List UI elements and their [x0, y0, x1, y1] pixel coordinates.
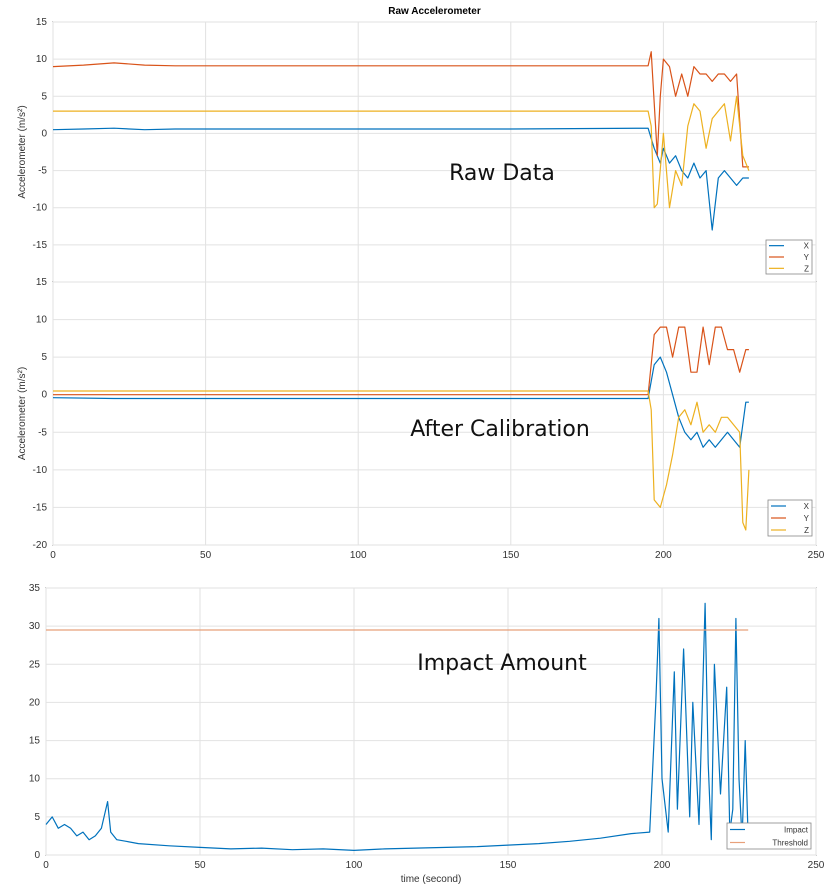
x-tick-label: 0: [50, 550, 56, 561]
legend: Impact Threshold: [726, 822, 812, 850]
legend-label-z: Z: [804, 264, 809, 273]
y-tick-label: -10: [33, 203, 48, 214]
y-tick-label: 10: [36, 54, 48, 65]
x-tick-label: 150: [500, 860, 517, 871]
chart-annotation: Raw Data: [449, 161, 555, 186]
x-tick-label: 250: [808, 550, 825, 561]
legend-box: [726, 822, 812, 850]
y-tick-label: -20: [33, 540, 48, 551]
chart-annotation: After Calibration: [410, 417, 590, 442]
y-tick-label: -5: [38, 166, 47, 177]
plot-area: [52, 281, 817, 546]
y-tick-label: 0: [34, 850, 40, 861]
y-tick-label: -15: [33, 240, 48, 251]
chart-title: Raw Accelerometer: [388, 6, 481, 17]
x-tick-label: 50: [200, 550, 212, 561]
series-line-x: [52, 356, 749, 448]
legend: XYZ: [765, 239, 813, 275]
x-tick-label: 0: [43, 860, 49, 871]
series-line-impact: [45, 602, 749, 852]
y-tick-label: 15: [29, 736, 41, 747]
y-tick-label: 15: [36, 277, 48, 288]
chart-annotation: Impact Amount: [417, 651, 587, 676]
x-tick-label: 250: [808, 860, 825, 871]
series-line-z: [53, 390, 750, 531]
x-tick-label: 150: [502, 550, 519, 561]
y-tick-label: 0: [41, 128, 47, 139]
legend-label-impact: Impact: [784, 826, 809, 835]
y-tick-label: 10: [36, 315, 48, 326]
legend-label-x: X: [804, 502, 810, 511]
x-tick-label: 200: [654, 860, 671, 871]
y-tick-label: 35: [29, 583, 41, 594]
series-line-y: [53, 326, 749, 396]
series-line-y: [52, 51, 749, 168]
legend-label-z: Z: [804, 526, 809, 535]
x-tick-label: 100: [346, 860, 363, 871]
chart-panel-3: 0 5 10 15 20 25 30 35 0 50 100 150 200 250 time (secon…: [29, 583, 825, 885]
legend-label-y: Y: [804, 514, 810, 523]
y-tick-label: 25: [29, 659, 41, 670]
x-tick-label: 200: [655, 550, 672, 561]
y-axis-label: Accelerometer (m/s²): [17, 105, 28, 198]
plot-area: [52, 21, 817, 283]
y-tick-label: 20: [29, 697, 41, 708]
y-tick-label: 10: [29, 774, 41, 785]
y-tick-label: -10: [33, 465, 48, 476]
y-axis-label: Accelerometer (m/s²): [17, 367, 28, 460]
legend-label-threshold: Threshold: [772, 839, 808, 848]
y-tick-label: 15: [36, 17, 48, 28]
y-tick-label: 5: [41, 352, 47, 363]
legend-label-x: X: [804, 242, 810, 251]
series-line-z: [53, 95, 750, 209]
x-tick-label: 100: [350, 550, 367, 561]
chart-panel-1: 15 10 5 0 -5 -10 -15 Raw Accelerometer Accelerom…: [17, 6, 817, 283]
series-line-x: [52, 127, 749, 231]
y-tick-label: -15: [33, 502, 48, 513]
plot-area: [45, 587, 817, 856]
legend-label-y: Y: [804, 253, 810, 262]
legend: XYZ: [767, 499, 813, 537]
x-tick-label: 50: [194, 860, 206, 871]
y-tick-label: 0: [41, 390, 47, 401]
y-tick-label: 5: [34, 812, 40, 823]
x-axis-label: time (second): [401, 874, 462, 885]
y-tick-label: -5: [38, 427, 47, 438]
y-tick-label: 5: [41, 91, 47, 102]
y-tick-label: 30: [29, 621, 41, 632]
